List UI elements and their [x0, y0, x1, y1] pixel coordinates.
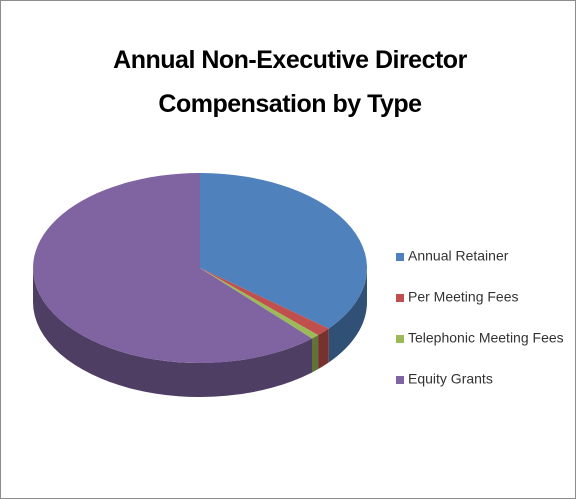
slice-side — [328, 268, 367, 363]
legend-swatch — [396, 376, 404, 384]
legend-swatch — [396, 253, 404, 261]
slice-side — [312, 335, 319, 373]
legend-label: Telephonic Meeting Fees — [408, 330, 564, 346]
slice — [200, 173, 367, 329]
slice — [33, 173, 313, 363]
legend-label: Equity Grants — [408, 371, 493, 387]
chart-title: Annual Non-Executive Director Compensati… — [113, 46, 467, 118]
slice-side — [318, 328, 329, 370]
legend-label: Per Meeting Fees — [408, 289, 519, 305]
legend-swatch — [396, 294, 404, 302]
slice — [200, 268, 329, 336]
legend-label: Annual Retainer — [408, 248, 509, 264]
legend-swatch — [396, 335, 404, 343]
slice — [200, 268, 319, 339]
slice-side — [33, 268, 313, 397]
